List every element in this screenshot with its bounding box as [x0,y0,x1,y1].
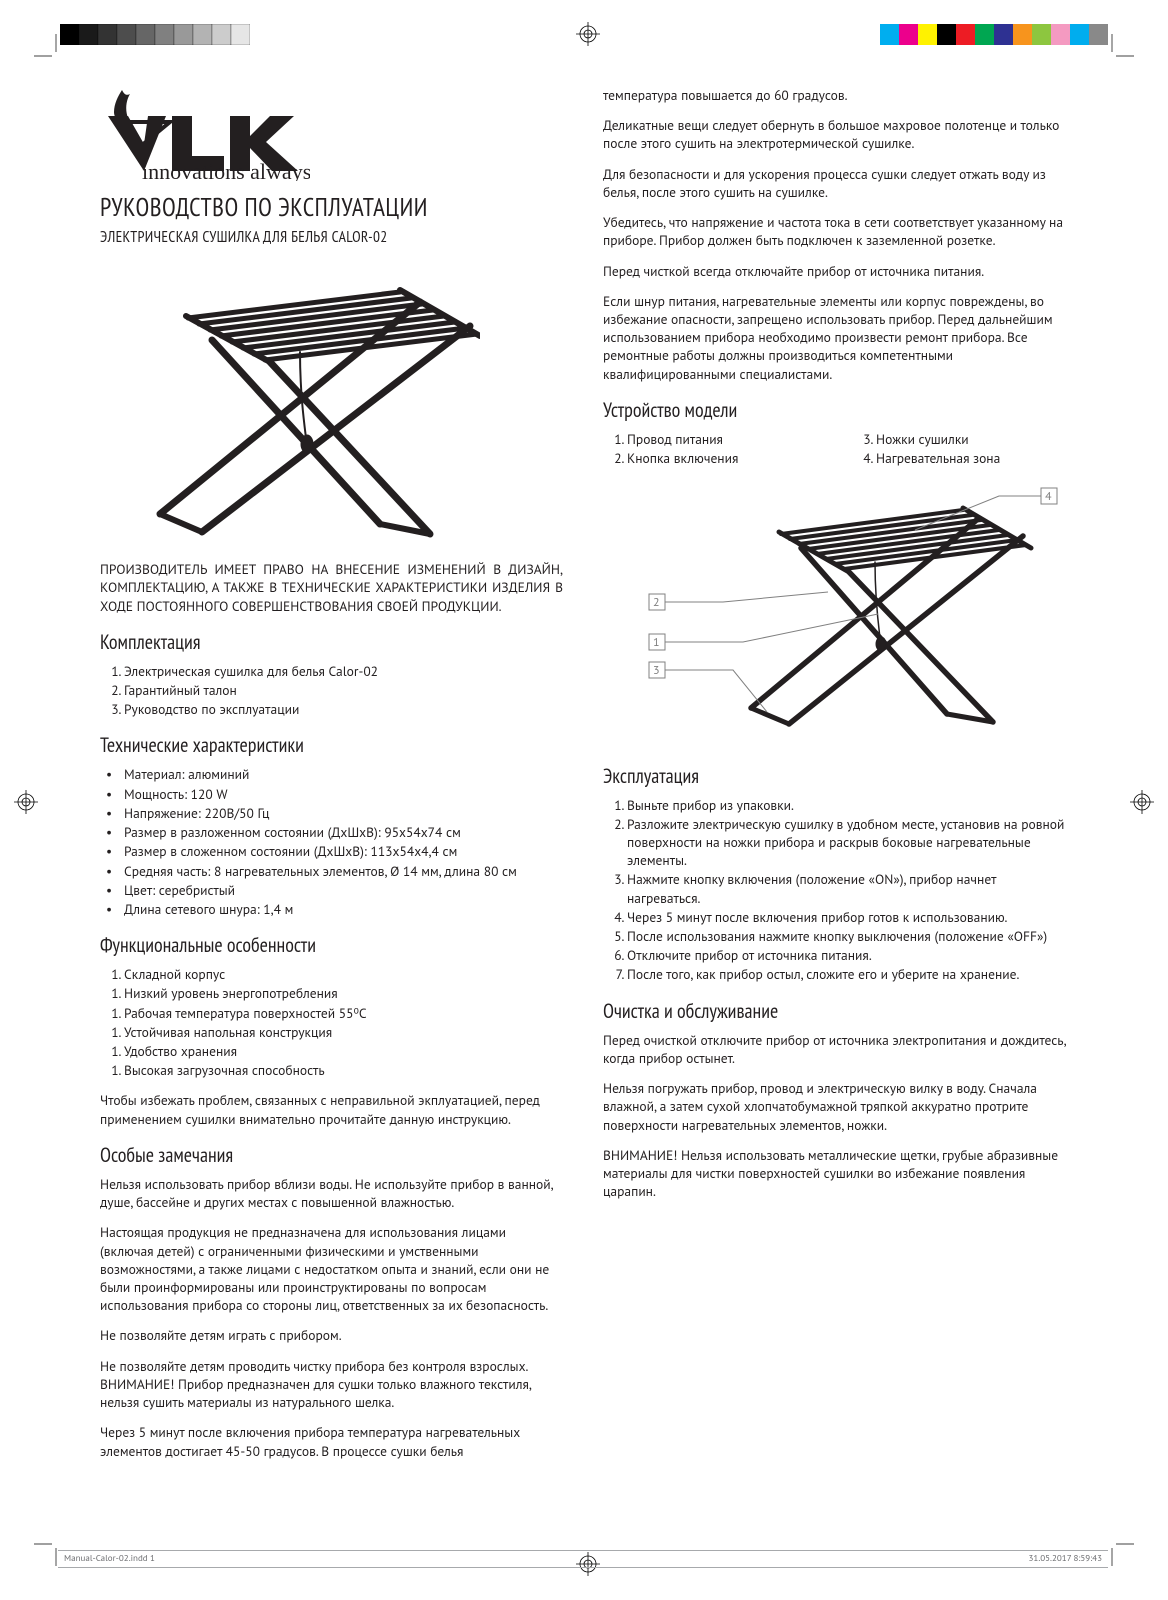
list-item: Средняя часть: 8 нагревательных элементо… [124,862,563,880]
reg-mark-left [14,790,38,814]
grayscale-swatch-bar [60,24,250,45]
svg-text:2: 2 [653,595,660,610]
reg-mark-right [1130,790,1154,814]
list-item: Нагревательная зона [876,449,1073,467]
list-item: Кнопка включения [627,449,824,467]
usage-list: Выньте прибор из упаковки.Разложите элек… [603,796,1073,984]
special-paragraphs: Нельзя использовать прибор вблизи воды. … [100,1175,563,1460]
crop-br [1106,1538,1134,1566]
svg-text:1: 1 [653,635,660,650]
right-column: температура повышается до 60 градусов. Де… [603,86,1073,1525]
paragraph: Убедитесь, что напряжение и частота тока… [603,213,1073,249]
brand-logo: innovations always [100,86,563,185]
list-item: Высокая загрузочная способность [124,1061,563,1079]
list-item: Длина сетевого шнура: 1,4 м [124,900,563,918]
footer-datetime: 31.05.2017 8:59:43 [1029,1553,1102,1565]
paragraph: Настоящая продукция не предназначена для… [100,1223,563,1314]
paragraph: ВНИМАНИЕ! Нельзя использовать металличес… [603,1146,1073,1201]
manufacturer-disclaimer: ПРОИЗВОДИТЕЛЬ ИМЕЕТ ПРАВО НА ВНЕСЕНИЕ ИЗ… [100,560,563,615]
list-item: Мощность: 120 W [124,785,563,803]
list-item: Провод питания [627,430,824,448]
manual-title: РУКОВОДСТВО ПО ЭКСПЛУАТАЦИИ [100,191,563,225]
parts-list-right: Ножки сушилкиНагревательная зона [852,430,1073,468]
paragraph: Не позволяйте детям проводить чистку при… [100,1357,563,1412]
paragraph: Для безопасности и для ускорения процесс… [603,165,1073,201]
paragraph: Перед очисткой отключите прибор от источ… [603,1031,1073,1067]
paragraph: Нельзя использовать прибор вблизи воды. … [100,1175,563,1211]
list-item: Разложите электрическую сушилку в удобно… [627,815,1073,870]
section-special-title: Особые замечания [100,1142,563,1169]
list-item: Размер в разложенном состоянии (ДхШхВ): … [124,823,563,841]
left-column: innovations always РУКОВОДСТВО ПО ЭКСПЛУ… [100,86,563,1525]
list-item: Материал: алюминий [124,765,563,783]
section-features-title: Функциональные особенности [100,932,563,959]
crop-tr [1106,34,1134,62]
features-after: Чтобы избежать проблем, связанных с непр… [100,1091,563,1127]
list-item: Ножки сушилки [876,430,1073,448]
section-specs-title: Технические характеристики [100,732,563,759]
paragraph: температура повышается до 60 градусов. [603,86,1073,104]
list-item: Выньте прибор из упаковки. [627,796,1073,814]
section-parts-title: Устройство модели [603,397,1073,424]
paragraph: Через 5 минут после включения прибора те… [100,1423,563,1459]
paragraph: Если шнур питания, нагревательные элемен… [603,292,1073,383]
section-usage-title: Эксплуатация [603,763,1073,790]
features-list: Складной корпусНизкий уровень энергопотр… [100,965,563,1079]
special-continued: температура повышается до 60 градусов. Де… [603,86,1073,383]
paragraph: Нельзя погружать прибор, провод и электр… [603,1079,1073,1134]
kit-list: Электрическая сушилка для белья Calor-02… [100,662,563,719]
parts-diagram: 2 1 3 4 [603,474,1073,748]
list-item: Руководство по эксплуатации [124,700,563,718]
list-item: После использования нажмите кнопку выклю… [627,927,1073,945]
specs-list: Материал: алюминий Мощность: 120 WНапряже… [100,765,563,918]
list-item: После того, как прибор остыл, сложите ег… [627,965,1073,983]
list-item: Цвет: серебристый [124,881,563,899]
list-item: Удобство хранения [124,1042,563,1060]
product-illustration [100,262,563,546]
section-clean-title: Очистка и обслуживание [603,998,1073,1025]
reg-mark-top [576,22,600,46]
footer-filename: Manual-Calor-02.indd 1 [64,1553,155,1565]
svg-text:3: 3 [653,663,660,678]
logo-tagline: innovations always [142,159,310,181]
list-item: Устойчивая напольная конструкция [124,1023,563,1041]
list-item: Складной корпус [124,965,563,983]
list-item: Гарантийный талон [124,681,563,699]
indesign-slug: Manual-Calor-02.indd 1 31.05.2017 8:59:4… [58,1550,1108,1568]
list-item: Размер в сложенном состоянии (ДхШхВ): 11… [124,842,563,860]
paragraph: Перед чисткой всегда отключайте прибор о… [603,262,1073,280]
svg-text:4: 4 [1045,489,1052,504]
list-item: Низкий уровень энергопотребления [124,984,563,1002]
parts-list-left: Провод питанияКнопка включения [603,430,824,468]
list-item: Напряжение: 220В/50 Гц [124,804,563,822]
section-kit-title: Комплектация [100,629,563,656]
list-item: Электрическая сушилка для белья Calor-02 [124,662,563,680]
crop-tl [34,34,62,62]
paragraph: Деликатные вещи следует обернуть в больш… [603,116,1073,152]
list-item: Через 5 минут после включения прибор гот… [627,908,1073,926]
clean-paragraphs: Перед очисткой отключите прибор от источ… [603,1031,1073,1201]
color-swatch-bar [880,24,1108,45]
paragraph: Не позволяйте детям играть с прибором. [100,1326,563,1344]
list-item: Рабочая температура поверхностей 55⁰С [124,1004,563,1022]
manual-subtitle: ЭЛЕКТРИЧЕСКАЯ СУШИЛКА ДЛЯ БЕЛЬЯ CALOR-02 [100,227,563,248]
list-item: Отключите прибор от источника питания. [627,946,1073,964]
list-item: Нажмите кнопку включения (положение «ON»… [627,870,1073,906]
